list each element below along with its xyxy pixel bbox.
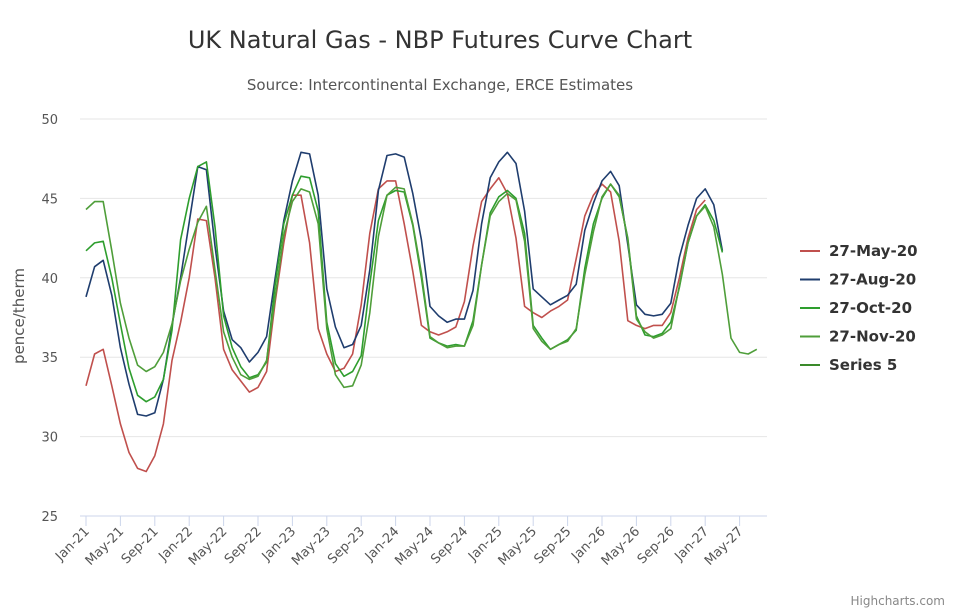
- x-tick-label: Sep-23: [325, 524, 368, 567]
- series-line-1: [85, 177, 706, 473]
- x-tick-label: May-24: [392, 524, 436, 568]
- x-tick-label: Sep-22: [222, 524, 265, 567]
- y-tick-label: 50: [41, 113, 58, 128]
- x-tick-label: May-22: [186, 524, 230, 568]
- y-tick-label: 30: [41, 431, 58, 446]
- y-tick-label: 35: [41, 351, 58, 366]
- x-tick-label: May-27: [702, 524, 746, 568]
- y-tick-label: 45: [41, 192, 58, 207]
- x-tick-label: Sep-21: [119, 524, 162, 567]
- x-tick-label: May-21: [83, 524, 127, 568]
- legend-label: Series 5: [829, 356, 897, 374]
- legend-item-3[interactable]: 27-Oct-20: [800, 299, 912, 317]
- legend-item-2[interactable]: 27-Aug-20: [800, 271, 916, 289]
- legend-item-5[interactable]: Series 5: [800, 356, 897, 374]
- y-tick-label: 25: [41, 510, 58, 525]
- legend-label: 27-Oct-20: [829, 299, 912, 317]
- chart-subtitle: Source: Intercontinental Exchange, ERCE …: [247, 76, 633, 94]
- gridlines: [80, 118, 767, 517]
- series-lines: [85, 151, 758, 473]
- x-tick-label: May-25: [496, 524, 540, 568]
- y-axis-ticks: 25 30 35 40 45 50: [41, 113, 58, 525]
- chart-title: UK Natural Gas - NBP Futures Curve Chart: [188, 26, 692, 54]
- credits-link[interactable]: Highcharts.com: [851, 594, 945, 608]
- series-line-2: [85, 151, 724, 417]
- x-tick-label: Sep-24: [428, 524, 471, 567]
- series-line-3: [85, 161, 724, 403]
- y-tick-label: 40: [41, 272, 58, 287]
- x-tick-label: May-23: [289, 524, 333, 568]
- legend-label: 27-Aug-20: [829, 271, 916, 289]
- x-tick-label: May-26: [599, 524, 643, 568]
- legend-item-1[interactable]: 27-May-20: [800, 242, 918, 260]
- legend-label: 27-May-20: [829, 242, 918, 260]
- x-tick-label: Sep-25: [531, 524, 574, 567]
- legend-item-4[interactable]: 27-Nov-20: [800, 328, 916, 346]
- x-axis: Jan-21May-21Sep-21Jan-22May-22Sep-22Jan-…: [52, 515, 767, 569]
- y-axis-title: pence/therm: [10, 268, 28, 364]
- series-line-4: [85, 183, 758, 389]
- legend-label: 27-Nov-20: [829, 328, 916, 346]
- x-tick-label: Sep-26: [635, 524, 678, 567]
- legend: 27-May-20 27-Aug-20 27-Oct-20 27-Nov-20 Seri…: [800, 242, 918, 374]
